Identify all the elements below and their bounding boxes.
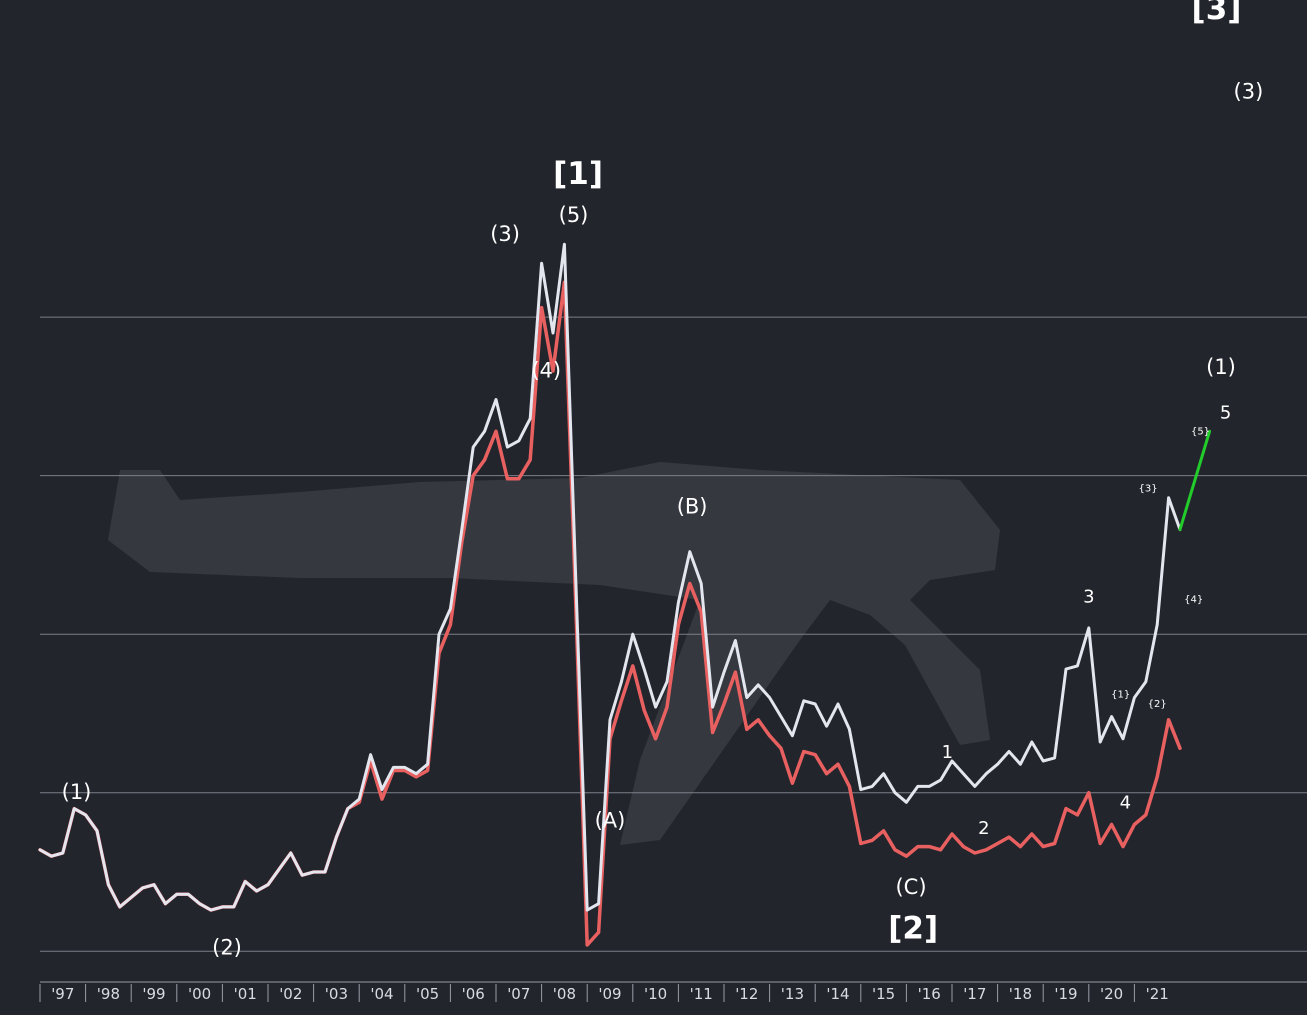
wave-label: {3} bbox=[1139, 484, 1158, 495]
wave-label: [3] bbox=[1192, 0, 1242, 27]
x-tick-label: '03 bbox=[325, 985, 348, 1003]
x-axis: '97 '98 '99 '00 '01 '02 '03 '04 '05 '06 '07 '08 '09 '… bbox=[39, 981, 1307, 1003]
x-tick-label: '20 bbox=[1100, 985, 1123, 1003]
wave-label: (1) bbox=[62, 780, 92, 804]
x-tick-label: '09 bbox=[598, 985, 621, 1003]
wave-label: (3) bbox=[1234, 79, 1264, 103]
wave-label: {2} bbox=[1148, 699, 1167, 710]
x-tick-label: '15 bbox=[872, 985, 895, 1003]
wave-label: [1] bbox=[553, 156, 603, 192]
series-line-upper bbox=[38, 242, 1182, 912]
wave-label: [2] bbox=[888, 911, 938, 947]
x-tick-label: '05 bbox=[416, 985, 439, 1003]
wave-label: 4 bbox=[1120, 793, 1131, 814]
wave-label: {5} bbox=[1191, 426, 1210, 437]
x-tick-label: '08 bbox=[553, 985, 576, 1003]
x-tick-label: '04 bbox=[370, 985, 393, 1003]
x-tick-label: '11 bbox=[690, 985, 713, 1003]
x-tick-label: '10 bbox=[644, 985, 667, 1003]
series-lines bbox=[38, 242, 1212, 947]
x-tick-label: '06 bbox=[462, 985, 485, 1003]
x-tick-label: '98 bbox=[97, 985, 120, 1003]
x-tick-label: '07 bbox=[507, 985, 530, 1003]
x-tick-label: '97 bbox=[51, 985, 74, 1003]
x-tick-label: '19 bbox=[1054, 985, 1077, 1003]
wave-label: (1) bbox=[1206, 355, 1236, 379]
wave-label: 1 bbox=[942, 742, 953, 763]
wave-label: (5) bbox=[559, 203, 589, 227]
wave-label: (C) bbox=[895, 875, 926, 899]
x-tick-label: '02 bbox=[279, 985, 302, 1003]
x-tick-label: '17 bbox=[963, 985, 986, 1003]
wave-label: (3) bbox=[490, 222, 520, 246]
wave-label: 5 bbox=[1220, 403, 1231, 424]
wave-label: (B) bbox=[677, 495, 708, 519]
x-tick-label: '18 bbox=[1009, 985, 1032, 1003]
x-tick-label: '21 bbox=[1146, 985, 1169, 1003]
wave-label: {1} bbox=[1111, 690, 1130, 701]
wave-label: (2) bbox=[212, 936, 242, 960]
x-tick-label: '14 bbox=[826, 985, 849, 1003]
rifle-watermark-icon bbox=[108, 462, 1000, 845]
x-tick-label: '16 bbox=[918, 985, 941, 1003]
x-tick-label: '12 bbox=[735, 985, 758, 1003]
x-tick-label: '13 bbox=[781, 985, 804, 1003]
x-tick-label: '01 bbox=[234, 985, 257, 1003]
x-tick-label: '00 bbox=[188, 985, 211, 1003]
series-line-projection bbox=[1178, 429, 1212, 532]
x-tick-label: '99 bbox=[142, 985, 165, 1003]
wave-label: (A) bbox=[595, 809, 626, 833]
wave-label: (4) bbox=[531, 358, 561, 382]
wave-label: 2 bbox=[978, 818, 989, 839]
wave-annotations: [3] (3) [1] (5) (3) (4) (1) 5 {5} {3} (B) {4} 3 {1} {2… bbox=[62, 0, 1264, 960]
wave-label: {4} bbox=[1184, 595, 1203, 606]
wave-label: 3 bbox=[1083, 587, 1094, 608]
